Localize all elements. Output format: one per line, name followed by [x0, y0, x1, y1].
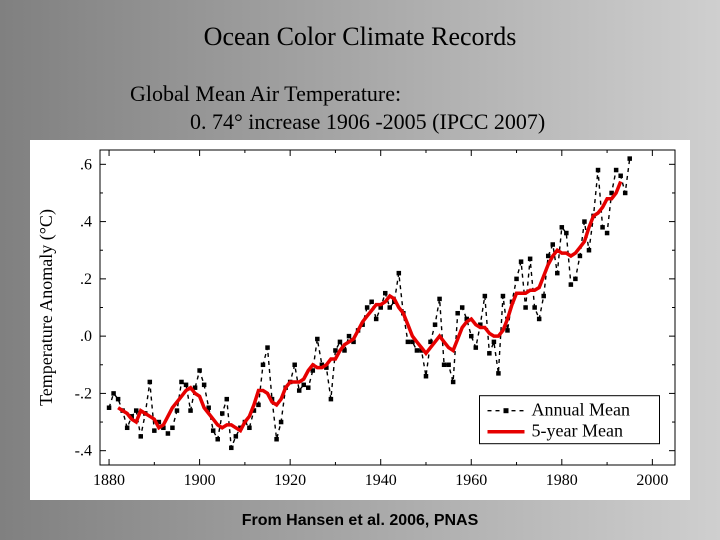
- svg-text:1960: 1960: [455, 472, 487, 489]
- slide-subtitle: Global Mean Air Temperature: 0. 74° incr…: [130, 80, 545, 135]
- svg-text:1900: 1900: [184, 472, 216, 489]
- svg-text:Annual Mean: Annual Mean: [532, 400, 630, 420]
- chart-area: 1880 1900 1920 1940 1960 1980 2000 -.4 -.2 .0 .2 .4…: [30, 140, 690, 500]
- svg-text:-.2: -.2: [75, 385, 92, 402]
- temperature-chart: 1880 1900 1920 1940 1960 1980 2000 -.4 -.2 .0 .2 .4…: [30, 140, 690, 500]
- svg-text:2000: 2000: [636, 472, 668, 489]
- svg-text:.6: .6: [80, 156, 92, 173]
- svg-text:5-year Mean: 5-year Mean: [532, 421, 623, 441]
- svg-text:.2: .2: [80, 271, 92, 288]
- subtitle-line-2: 0. 74° increase 1906 -2005 (IPCC 2007): [130, 108, 545, 136]
- svg-text:-.4: -.4: [75, 443, 92, 460]
- slide-title: Ocean Color Climate Records: [0, 22, 720, 52]
- slide: Ocean Color Climate Records Global Mean …: [0, 0, 720, 540]
- svg-text:1940: 1940: [365, 472, 397, 489]
- svg-text:Temperature Anomaly (°C): Temperature Anomaly (°C): [36, 209, 57, 406]
- svg-text:1980: 1980: [546, 472, 578, 489]
- source-credit: From Hansen et al. 2006, PNAS: [0, 512, 720, 530]
- svg-text:.0: .0: [80, 328, 92, 345]
- svg-text:.4: .4: [80, 214, 92, 231]
- svg-text:1880: 1880: [93, 472, 125, 489]
- svg-text:1920: 1920: [274, 472, 306, 489]
- subtitle-line-1: Global Mean Air Temperature:: [130, 80, 545, 108]
